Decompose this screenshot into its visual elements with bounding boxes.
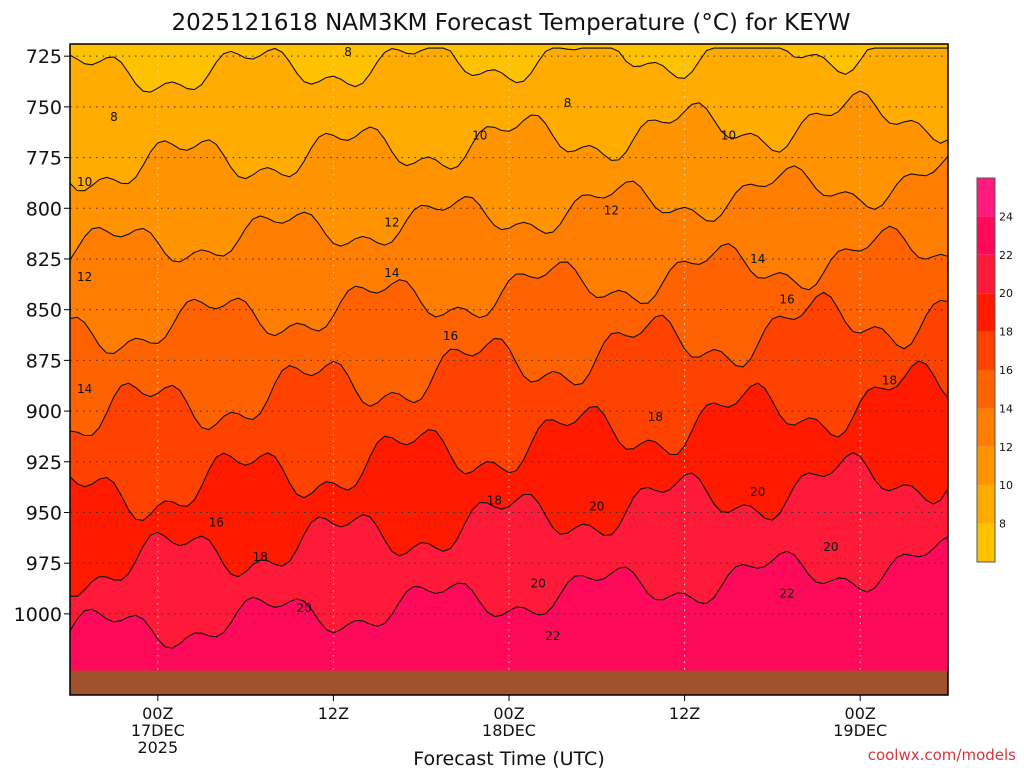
isotherm-label: 20 <box>750 485 765 499</box>
y-axis: 725 750 775 800 825 850 875 900 925 950 975 1000 <box>14 46 70 626</box>
y-tick-label: 825 <box>26 249 62 271</box>
isotherm-line <box>69 90 949 192</box>
isotherm-label: 18 <box>253 550 268 564</box>
colorbar-tick-label: 14 <box>999 402 1013 415</box>
ground-surface <box>70 670 948 695</box>
x-axis-label: Forecast Time (UTC) <box>413 748 604 768</box>
isotherm-label: 14 <box>77 382 92 396</box>
grid-lines <box>70 44 948 695</box>
x-tick-label: 17DEC <box>131 721 185 740</box>
x-tick-label: 12Z <box>318 704 349 723</box>
isotherm-label: 12 <box>384 215 399 229</box>
isotherm-label: 8 <box>110 110 118 124</box>
colorbar-tick-label: 18 <box>999 326 1013 339</box>
y-tick-label: 950 <box>26 502 62 524</box>
isotherm-lines <box>69 47 949 649</box>
y-tick-label: 925 <box>26 452 62 474</box>
colorbar-swatch <box>977 293 995 332</box>
isotherm-label: 10 <box>472 128 487 142</box>
y-tick-label: 800 <box>26 198 62 220</box>
chart-title: 2025121618 NAM3KM Forecast Temperature (… <box>171 10 850 36</box>
colorbar-swatch <box>977 178 995 217</box>
colorbar-swatch <box>977 485 995 524</box>
colorbar-tick-label: 8 <box>999 518 1006 531</box>
y-tick-label: 750 <box>26 97 62 119</box>
colorbar-swatch <box>977 408 995 447</box>
isotherm-label: 16 <box>779 293 794 307</box>
band-fill <box>70 536 948 671</box>
isotherm-label: 22 <box>779 587 794 601</box>
colorbar-tick-label: 12 <box>999 441 1013 454</box>
isotherm-label: 12 <box>604 203 619 217</box>
isotherm-line <box>69 47 948 93</box>
isotherm-label: 16 <box>209 516 224 530</box>
isotherm-line <box>69 155 949 263</box>
x-tick-label: 00Z <box>142 704 173 723</box>
isotherm-label: 22 <box>545 629 560 643</box>
isotherm-label: 18 <box>882 374 897 388</box>
colorbar-swatch <box>977 370 995 409</box>
y-tick-label: 875 <box>26 350 62 372</box>
colorbar-swatch <box>977 523 995 562</box>
isotherm-label: 18 <box>648 410 663 424</box>
x-tick-label: 18DEC <box>482 721 536 740</box>
isotherm-line <box>69 291 949 437</box>
site-credit: coolwx.com/models <box>868 746 1016 764</box>
x-tick-label: 12Z <box>669 704 700 723</box>
y-tick-label: 725 <box>26 46 62 68</box>
x-tick-label: 19DEC <box>833 721 887 740</box>
y-tick-label: 775 <box>26 148 62 170</box>
colorbar: 8 10 12 14 16 18 20 22 24 <box>976 177 1013 563</box>
isotherm-label: 10 <box>77 175 92 189</box>
colorbar-swatch <box>977 331 995 370</box>
colorbar-tick-label: 24 <box>999 210 1013 223</box>
x-tick-label: 2025 <box>137 738 178 757</box>
x-tick-label: 00Z <box>493 704 524 723</box>
colorbar-swatch <box>977 216 995 255</box>
colorbar-tick-label: 22 <box>999 249 1013 262</box>
isotherm-label: 8 <box>344 45 352 59</box>
isotherm-line <box>69 360 949 521</box>
y-tick-label: 900 <box>26 401 62 423</box>
isotherm-label: 10 <box>721 128 736 142</box>
isotherm-label: 12 <box>77 270 92 284</box>
isotherm-label: 20 <box>531 576 546 590</box>
colorbar-tick-label: 20 <box>999 287 1013 300</box>
isotherm-label: 16 <box>443 329 458 343</box>
y-tick-label: 975 <box>26 553 62 575</box>
isotherm-label: 20 <box>589 499 604 513</box>
isotherm-label: 20 <box>823 540 838 554</box>
isotherm-labels: 8 8 8 10 10 10 12 12 12 14 14 14 16 16 16 18 18 18 18 20 20 2… <box>77 45 897 643</box>
isotherm-label: 8 <box>564 96 572 110</box>
colorbar-frame <box>976 177 996 563</box>
y-tick-label: 850 <box>26 300 62 322</box>
isotherm-label: 20 <box>296 601 311 615</box>
colorbar-tick-label: 16 <box>999 364 1013 377</box>
temperature-bands <box>70 44 948 671</box>
isotherm-line <box>69 452 949 597</box>
y-tick-label: 1000 <box>14 604 62 626</box>
colorbar-tick-label: 10 <box>999 479 1013 492</box>
x-tick-label: 00Z <box>845 704 876 723</box>
isotherm-line <box>69 535 949 649</box>
isotherm-label: 14 <box>750 252 765 266</box>
colorbar-swatch <box>977 254 995 294</box>
isotherm-label: 14 <box>384 266 399 280</box>
isotherm-line <box>69 225 949 354</box>
isotherm-label: 18 <box>487 493 502 507</box>
colorbar-swatch <box>977 446 995 486</box>
